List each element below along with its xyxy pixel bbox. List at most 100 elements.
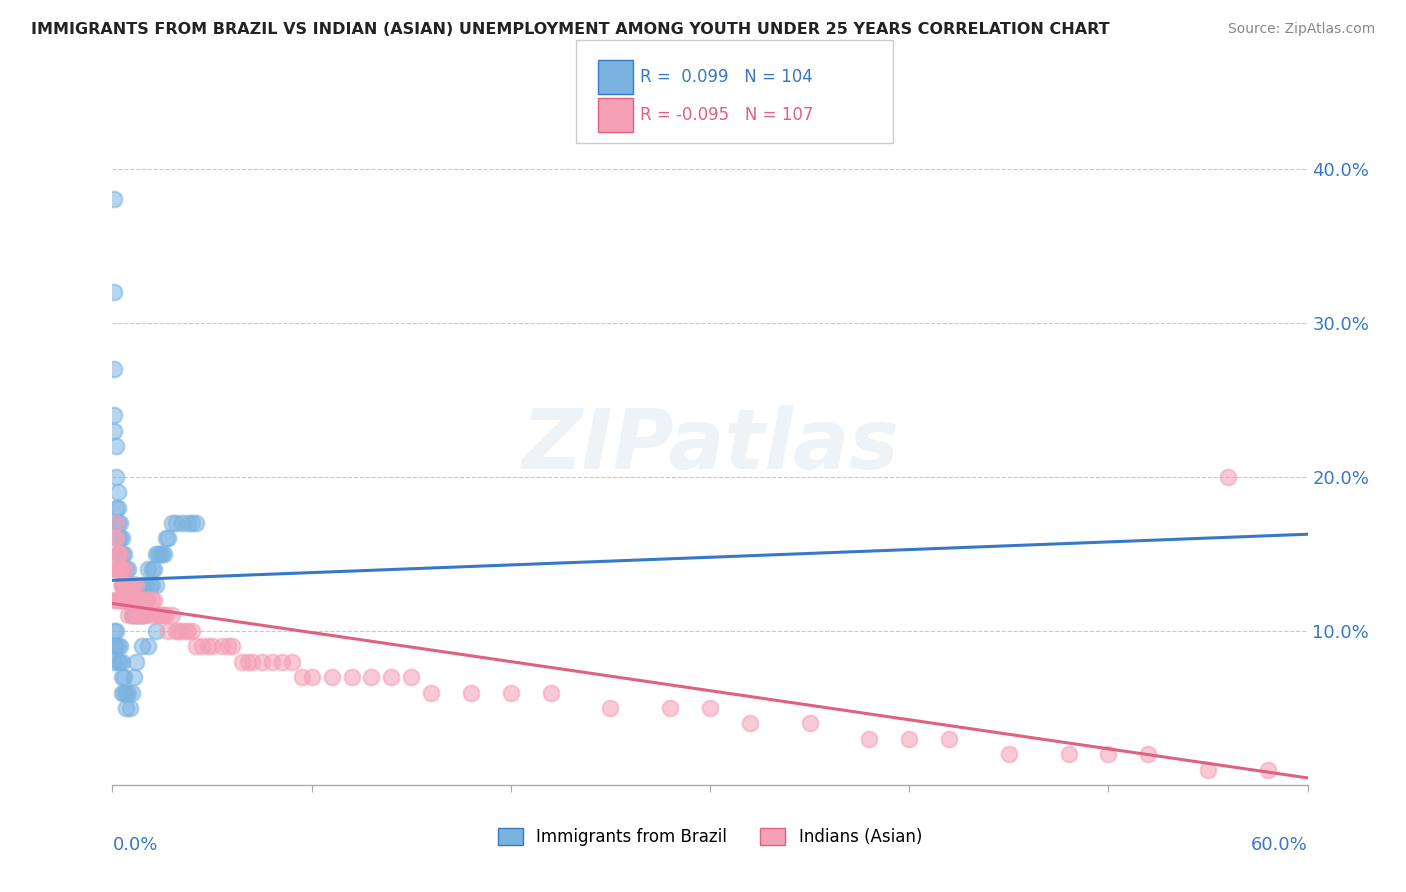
Point bbox=[114, 685, 135, 699]
Point bbox=[110, 640, 132, 654]
Point bbox=[105, 500, 128, 515]
Point bbox=[121, 685, 143, 699]
Point bbox=[129, 608, 152, 623]
Point bbox=[105, 624, 128, 638]
Point bbox=[134, 608, 156, 623]
Point bbox=[898, 731, 921, 746]
Point bbox=[141, 562, 163, 576]
Point bbox=[120, 593, 142, 607]
Point bbox=[103, 285, 125, 299]
Point bbox=[191, 640, 214, 654]
Point bbox=[120, 701, 142, 715]
Point bbox=[127, 608, 149, 623]
Point bbox=[114, 577, 135, 591]
Point bbox=[138, 640, 160, 654]
Point bbox=[121, 577, 143, 591]
Point bbox=[165, 624, 187, 638]
Point bbox=[340, 670, 363, 684]
Point bbox=[460, 685, 482, 699]
Point bbox=[181, 516, 204, 530]
Point bbox=[121, 593, 143, 607]
Point bbox=[260, 655, 283, 669]
Point bbox=[167, 624, 190, 638]
Point bbox=[105, 439, 128, 453]
Point bbox=[131, 608, 153, 623]
Point bbox=[117, 608, 139, 623]
Point bbox=[141, 593, 163, 607]
Point bbox=[131, 608, 153, 623]
Point bbox=[107, 593, 129, 607]
Point bbox=[153, 608, 176, 623]
Point bbox=[115, 577, 138, 591]
Point bbox=[240, 655, 263, 669]
Point bbox=[115, 577, 138, 591]
Point bbox=[107, 485, 129, 500]
Point bbox=[124, 593, 146, 607]
Point bbox=[125, 655, 148, 669]
Point bbox=[1257, 763, 1279, 777]
Point bbox=[107, 516, 129, 530]
Point bbox=[115, 577, 138, 591]
Text: ZIPatlas: ZIPatlas bbox=[522, 406, 898, 486]
Point bbox=[217, 640, 239, 654]
Point bbox=[117, 593, 139, 607]
Point bbox=[321, 670, 343, 684]
Point bbox=[115, 577, 138, 591]
Point bbox=[145, 577, 167, 591]
Point bbox=[117, 577, 139, 591]
Point bbox=[103, 640, 125, 654]
Point bbox=[150, 547, 173, 561]
Point bbox=[125, 593, 148, 607]
Point bbox=[250, 655, 273, 669]
Point bbox=[103, 624, 125, 638]
Point bbox=[110, 562, 132, 576]
Point bbox=[105, 593, 128, 607]
Point bbox=[155, 608, 177, 623]
Point bbox=[1097, 747, 1119, 761]
Point bbox=[1216, 470, 1239, 484]
Point bbox=[117, 577, 139, 591]
Point bbox=[148, 608, 170, 623]
Point bbox=[110, 562, 132, 576]
Point bbox=[186, 516, 208, 530]
Point bbox=[107, 500, 129, 515]
Point bbox=[117, 685, 139, 699]
Point bbox=[699, 701, 721, 715]
Point bbox=[114, 547, 135, 561]
Point bbox=[938, 731, 960, 746]
Point bbox=[114, 562, 135, 576]
Point bbox=[127, 608, 149, 623]
Point bbox=[125, 608, 148, 623]
Point bbox=[165, 516, 187, 530]
Point bbox=[114, 593, 135, 607]
Point bbox=[111, 547, 134, 561]
Point bbox=[134, 593, 156, 607]
Point bbox=[125, 608, 148, 623]
Point bbox=[124, 577, 146, 591]
Point bbox=[120, 593, 142, 607]
Point bbox=[124, 577, 146, 591]
Point bbox=[157, 532, 180, 546]
Point bbox=[162, 608, 183, 623]
Point bbox=[125, 577, 148, 591]
Point bbox=[281, 655, 304, 669]
Point bbox=[291, 670, 314, 684]
Point bbox=[117, 562, 139, 576]
Point bbox=[380, 670, 402, 684]
Point bbox=[114, 670, 135, 684]
Point bbox=[103, 424, 125, 438]
Point bbox=[799, 716, 821, 731]
Point bbox=[155, 532, 177, 546]
Point bbox=[499, 685, 522, 699]
Point bbox=[141, 577, 163, 591]
Point bbox=[120, 577, 142, 591]
Point bbox=[115, 593, 138, 607]
Point bbox=[114, 593, 135, 607]
Point bbox=[110, 547, 132, 561]
Point bbox=[105, 562, 128, 576]
Point bbox=[121, 593, 143, 607]
Point bbox=[127, 593, 149, 607]
Point bbox=[110, 532, 132, 546]
Point bbox=[121, 608, 143, 623]
Point bbox=[738, 716, 761, 731]
